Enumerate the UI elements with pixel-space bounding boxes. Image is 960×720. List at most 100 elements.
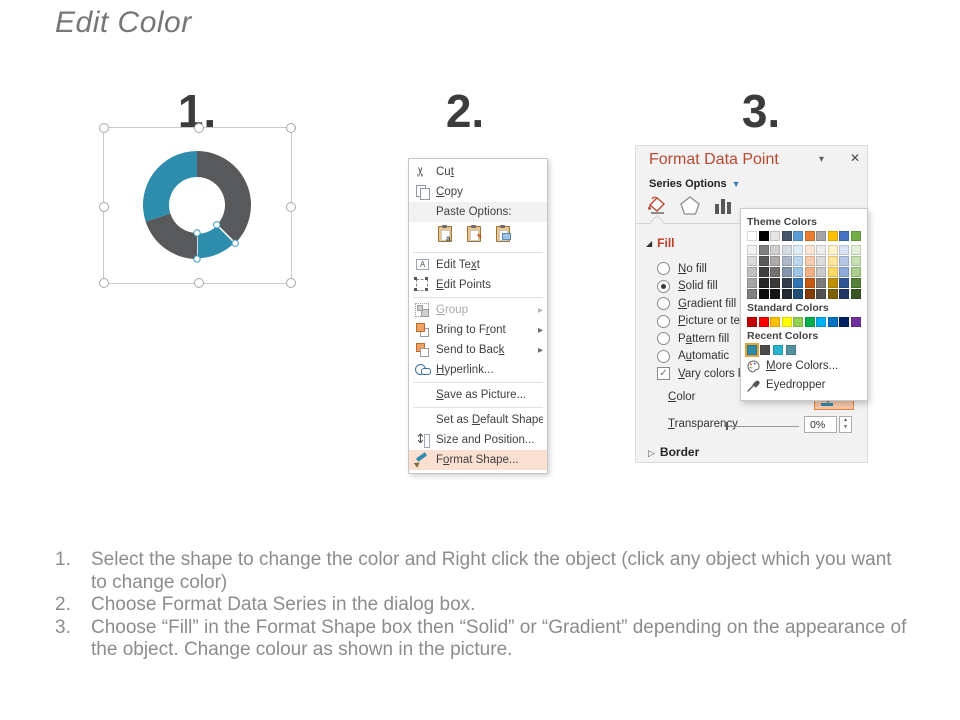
theme-color-swatch[interactable] xyxy=(758,231,769,241)
fill-option-solid-fill[interactable]: Solid fill xyxy=(657,278,862,296)
menu-item-group[interactable]: Group ▸ xyxy=(409,300,547,320)
selection-handle-bottom-left[interactable] xyxy=(99,278,109,288)
theme-variant-swatch[interactable] xyxy=(781,245,792,255)
theme-variant-swatch[interactable] xyxy=(770,245,781,255)
segment-selection-handle[interactable] xyxy=(193,255,201,263)
theme-variant-swatch[interactable] xyxy=(839,267,850,277)
transparency-slider-thumb[interactable] xyxy=(726,422,728,430)
border-section-header[interactable]: ▷ Border xyxy=(648,445,699,459)
selection-handle-middle-left[interactable] xyxy=(99,201,109,212)
fill-line-tab[interactable] xyxy=(646,195,668,216)
theme-variant-swatch[interactable] xyxy=(793,256,804,266)
donut-chart[interactable] xyxy=(137,145,257,265)
menu-item-set-as-default-shape[interactable]: Set as Default Shape xyxy=(409,410,547,430)
theme-variant-swatch[interactable] xyxy=(839,256,850,266)
theme-color-swatch[interactable] xyxy=(770,231,781,241)
chart-selection-box[interactable] xyxy=(99,123,296,288)
paste-option-picture[interactable] xyxy=(494,225,517,246)
theme-variant-swatch[interactable] xyxy=(816,245,827,255)
theme-variant-swatch[interactable] xyxy=(747,278,757,288)
theme-variant-swatch[interactable] xyxy=(816,256,827,266)
checkbox-vary-colors[interactable]: ✓ xyxy=(657,367,670,381)
radio-solid-fill[interactable] xyxy=(657,279,670,293)
fill-option-pattern-fill[interactable]: Pattern fill xyxy=(657,330,862,348)
theme-variant-swatch[interactable] xyxy=(804,289,815,299)
menu-item-size-and-position[interactable]: Size and Position... xyxy=(409,430,547,450)
radio-gradient-fill[interactable] xyxy=(657,297,670,311)
paste-option-keep-text[interactable]: a xyxy=(436,225,459,246)
theme-variant-swatch[interactable] xyxy=(747,289,757,299)
fill-section-header[interactable]: ◢ Fill xyxy=(646,236,675,250)
theme-variant-swatch[interactable] xyxy=(839,289,850,299)
theme-variant-swatch[interactable] xyxy=(804,267,815,277)
theme-variant-swatch[interactable] xyxy=(793,245,804,255)
standard-color-swatch[interactable] xyxy=(793,317,804,327)
more-colors-item[interactable]: More Colors... xyxy=(747,358,861,374)
theme-color-swatch[interactable] xyxy=(839,231,850,241)
theme-variant-swatch[interactable] xyxy=(770,256,781,266)
series-options-dropdown-icon[interactable]: ▼ xyxy=(731,179,741,189)
theme-variant-swatch[interactable] xyxy=(758,267,769,277)
effects-tab[interactable] xyxy=(679,195,701,216)
recent-color-swatch[interactable] xyxy=(773,345,783,355)
transparency-spinner[interactable]: ▲ ▼ xyxy=(839,416,852,433)
theme-color-swatch[interactable] xyxy=(827,231,838,241)
theme-variant-swatch[interactable] xyxy=(827,289,838,299)
theme-variant-swatch[interactable] xyxy=(781,289,792,299)
menu-item-copy[interactable]: Copy xyxy=(409,182,547,202)
selection-handle-middle-right[interactable] xyxy=(286,201,296,212)
theme-color-swatch[interactable] xyxy=(793,231,804,241)
segment-selection-handle[interactable] xyxy=(193,229,201,237)
selection-handle-bottom-center[interactable] xyxy=(193,278,204,288)
theme-color-swatch[interactable] xyxy=(747,231,757,241)
standard-color-swatch[interactable] xyxy=(839,317,850,327)
segment-selection-handle[interactable] xyxy=(231,239,239,247)
radio-picture-or-texture-fill[interactable] xyxy=(657,314,670,328)
theme-variant-swatch[interactable] xyxy=(758,289,769,299)
theme-variant-swatch[interactable] xyxy=(827,267,838,277)
theme-variant-swatch[interactable] xyxy=(839,245,850,255)
theme-color-swatch[interactable] xyxy=(781,231,792,241)
standard-color-swatch[interactable] xyxy=(747,317,757,327)
transparency-slider-track[interactable] xyxy=(729,425,799,427)
menu-item-bring-to-front[interactable]: Bring to Front ▸ xyxy=(409,320,547,340)
selection-handle-top-left[interactable] xyxy=(99,123,109,133)
theme-variant-swatch[interactable] xyxy=(747,256,757,266)
close-icon[interactable]: ✕ xyxy=(850,151,861,165)
theme-variant-swatch[interactable] xyxy=(770,278,781,288)
theme-variant-swatch[interactable] xyxy=(816,278,827,288)
theme-variant-swatch[interactable] xyxy=(758,245,769,255)
transparency-value-input[interactable]: 0% xyxy=(804,416,837,433)
menu-item-edit-points[interactable]: Edit Points xyxy=(409,275,547,295)
series-options-tab[interactable] xyxy=(712,195,734,216)
theme-variant-swatch[interactable] xyxy=(793,267,804,277)
standard-color-swatch[interactable] xyxy=(827,317,838,327)
theme-color-swatch[interactable] xyxy=(850,231,861,241)
selection-handle-bottom-right[interactable] xyxy=(286,278,296,288)
theme-variant-swatch[interactable] xyxy=(850,289,861,299)
theme-variant-swatch[interactable] xyxy=(816,267,827,277)
menu-item-paste-options[interactable]: Paste Options: xyxy=(409,202,547,222)
radio-no-fill[interactable] xyxy=(657,262,670,276)
theme-variant-swatch[interactable] xyxy=(781,256,792,266)
recent-color-swatch[interactable] xyxy=(786,345,796,355)
theme-color-swatch[interactable] xyxy=(816,231,827,241)
theme-variant-swatch[interactable] xyxy=(839,278,850,288)
fill-option-automatic[interactable]: Automatic xyxy=(657,348,862,366)
theme-variant-swatch[interactable] xyxy=(850,256,861,266)
segment-gray-top-right[interactable] xyxy=(197,151,251,244)
selection-handle-top-right[interactable] xyxy=(286,123,296,133)
segment-gray-bottom-left[interactable] xyxy=(145,213,197,259)
menu-item-save-as-picture[interactable]: Save as Picture... xyxy=(409,385,547,405)
theme-variant-swatch[interactable] xyxy=(793,278,804,288)
selection-handle-top-center[interactable] xyxy=(193,123,204,133)
theme-variant-swatch[interactable] xyxy=(816,289,827,299)
radio-automatic[interactable] xyxy=(657,349,670,363)
theme-variant-swatch[interactable] xyxy=(758,256,769,266)
theme-variant-swatch[interactable] xyxy=(804,256,815,266)
theme-variant-swatch[interactable] xyxy=(827,245,838,255)
segment-selection-handle[interactable] xyxy=(213,221,221,229)
theme-variant-swatch[interactable] xyxy=(850,278,861,288)
theme-variant-swatch[interactable] xyxy=(770,267,781,277)
menu-item-cut[interactable]: Cut xyxy=(409,162,547,182)
